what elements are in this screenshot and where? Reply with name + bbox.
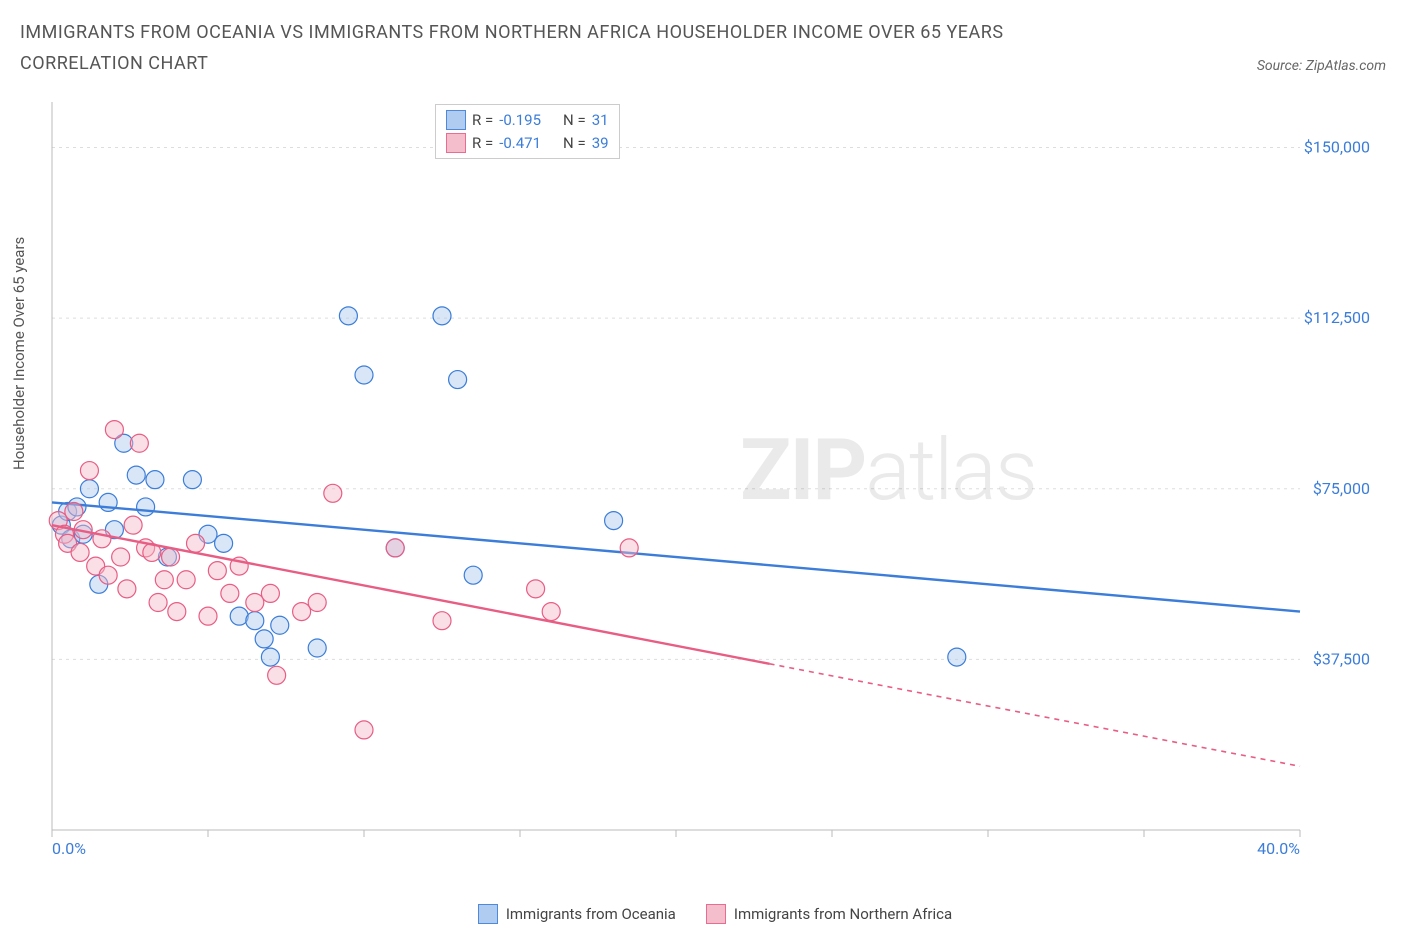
data-point-nafrica	[386, 539, 404, 557]
legend-swatch-nafrica	[706, 904, 726, 924]
data-point-nafrica	[261, 584, 279, 602]
data-point-nafrica	[118, 580, 136, 598]
data-point-nafrica	[324, 484, 342, 502]
data-point-oceania	[605, 512, 623, 530]
data-point-oceania	[339, 307, 357, 325]
legend-item-oceania: Immigrants from Oceania	[478, 904, 676, 924]
n-label: N =	[563, 132, 586, 155]
data-point-nafrica	[130, 434, 148, 452]
r-label: R =	[472, 132, 493, 155]
data-point-oceania	[146, 471, 164, 489]
data-point-nafrica	[155, 571, 173, 589]
data-point-nafrica	[149, 594, 167, 612]
data-point-oceania	[255, 630, 273, 648]
x-tick-label: 0.0%	[52, 839, 86, 858]
data-point-nafrica	[162, 548, 180, 566]
source-label: Source: ZipAtlas.com	[1257, 58, 1386, 74]
legend-swatch-oceania	[446, 110, 466, 130]
n-value: 31	[592, 109, 609, 132]
data-point-oceania	[127, 466, 145, 484]
data-point-nafrica	[246, 594, 264, 612]
data-point-nafrica	[542, 603, 560, 621]
data-point-oceania	[433, 307, 451, 325]
data-point-nafrica	[221, 584, 239, 602]
y-tick-label: $112,500	[1304, 308, 1370, 327]
x-tick-label: 40.0%	[1257, 839, 1300, 858]
data-point-oceania	[308, 639, 326, 657]
data-point-nafrica	[527, 580, 545, 598]
data-point-nafrica	[105, 421, 123, 439]
data-point-oceania	[355, 366, 373, 384]
chart-title: IMMIGRANTS FROM OCEANIA VS IMMIGRANTS FR…	[20, 18, 1120, 79]
data-point-nafrica	[308, 594, 326, 612]
y-tick-label: $37,500	[1313, 649, 1370, 668]
data-point-nafrica	[168, 603, 186, 621]
data-point-nafrica	[268, 666, 286, 684]
data-point-oceania	[183, 471, 201, 489]
r-value: -0.195	[499, 109, 541, 132]
data-point-oceania	[271, 616, 289, 634]
data-point-nafrica	[71, 543, 89, 561]
data-point-oceania	[137, 498, 155, 516]
y-tick-label: $75,000	[1313, 479, 1370, 498]
data-point-nafrica	[99, 566, 117, 584]
stats-legend-row-oceania: R = -0.195 N = 31	[446, 109, 609, 132]
data-point-nafrica	[177, 571, 195, 589]
stats-legend: R = -0.195 N = 31 R = -0.471 N = 39	[435, 104, 620, 159]
n-label: N =	[563, 109, 586, 132]
data-point-oceania	[948, 648, 966, 666]
series-legend: Immigrants from Oceania Immigrants from N…	[50, 904, 1380, 924]
data-point-oceania	[464, 566, 482, 584]
data-point-nafrica	[80, 462, 98, 480]
stats-legend-row-nafrica: R = -0.471 N = 39	[446, 132, 609, 155]
legend-label: Immigrants from Northern Africa	[734, 905, 952, 923]
r-label: R =	[472, 109, 493, 132]
data-point-nafrica	[124, 516, 142, 534]
legend-swatch-oceania	[478, 904, 498, 924]
data-point-nafrica	[187, 534, 205, 552]
r-value: -0.471	[499, 132, 541, 155]
y-tick-label: $150,000	[1304, 138, 1370, 157]
data-point-nafrica	[433, 612, 451, 630]
n-value: 39	[592, 132, 609, 155]
legend-swatch-nafrica	[446, 133, 466, 153]
data-point-oceania	[215, 534, 233, 552]
data-point-nafrica	[199, 607, 217, 625]
data-point-nafrica	[620, 539, 638, 557]
y-axis-label: Householder Income Over 65 years	[10, 237, 28, 470]
data-point-nafrica	[208, 562, 226, 580]
data-point-oceania	[261, 648, 279, 666]
legend-label: Immigrants from Oceania	[506, 905, 676, 923]
data-point-oceania	[80, 480, 98, 498]
scatter-chart: $37,500 $75,000 $112,500 $150,000 0.0% 40.0%	[50, 100, 1380, 860]
data-point-nafrica	[293, 603, 311, 621]
trend-line-dashed-nafrica	[770, 664, 1300, 766]
data-point-nafrica	[355, 721, 373, 739]
data-point-oceania	[449, 371, 467, 389]
data-point-nafrica	[112, 548, 130, 566]
header-row: IMMIGRANTS FROM OCEANIA VS IMMIGRANTS FR…	[20, 18, 1386, 79]
legend-item-nafrica: Immigrants from Northern Africa	[706, 904, 952, 924]
data-point-nafrica	[65, 503, 83, 521]
data-point-oceania	[246, 612, 264, 630]
